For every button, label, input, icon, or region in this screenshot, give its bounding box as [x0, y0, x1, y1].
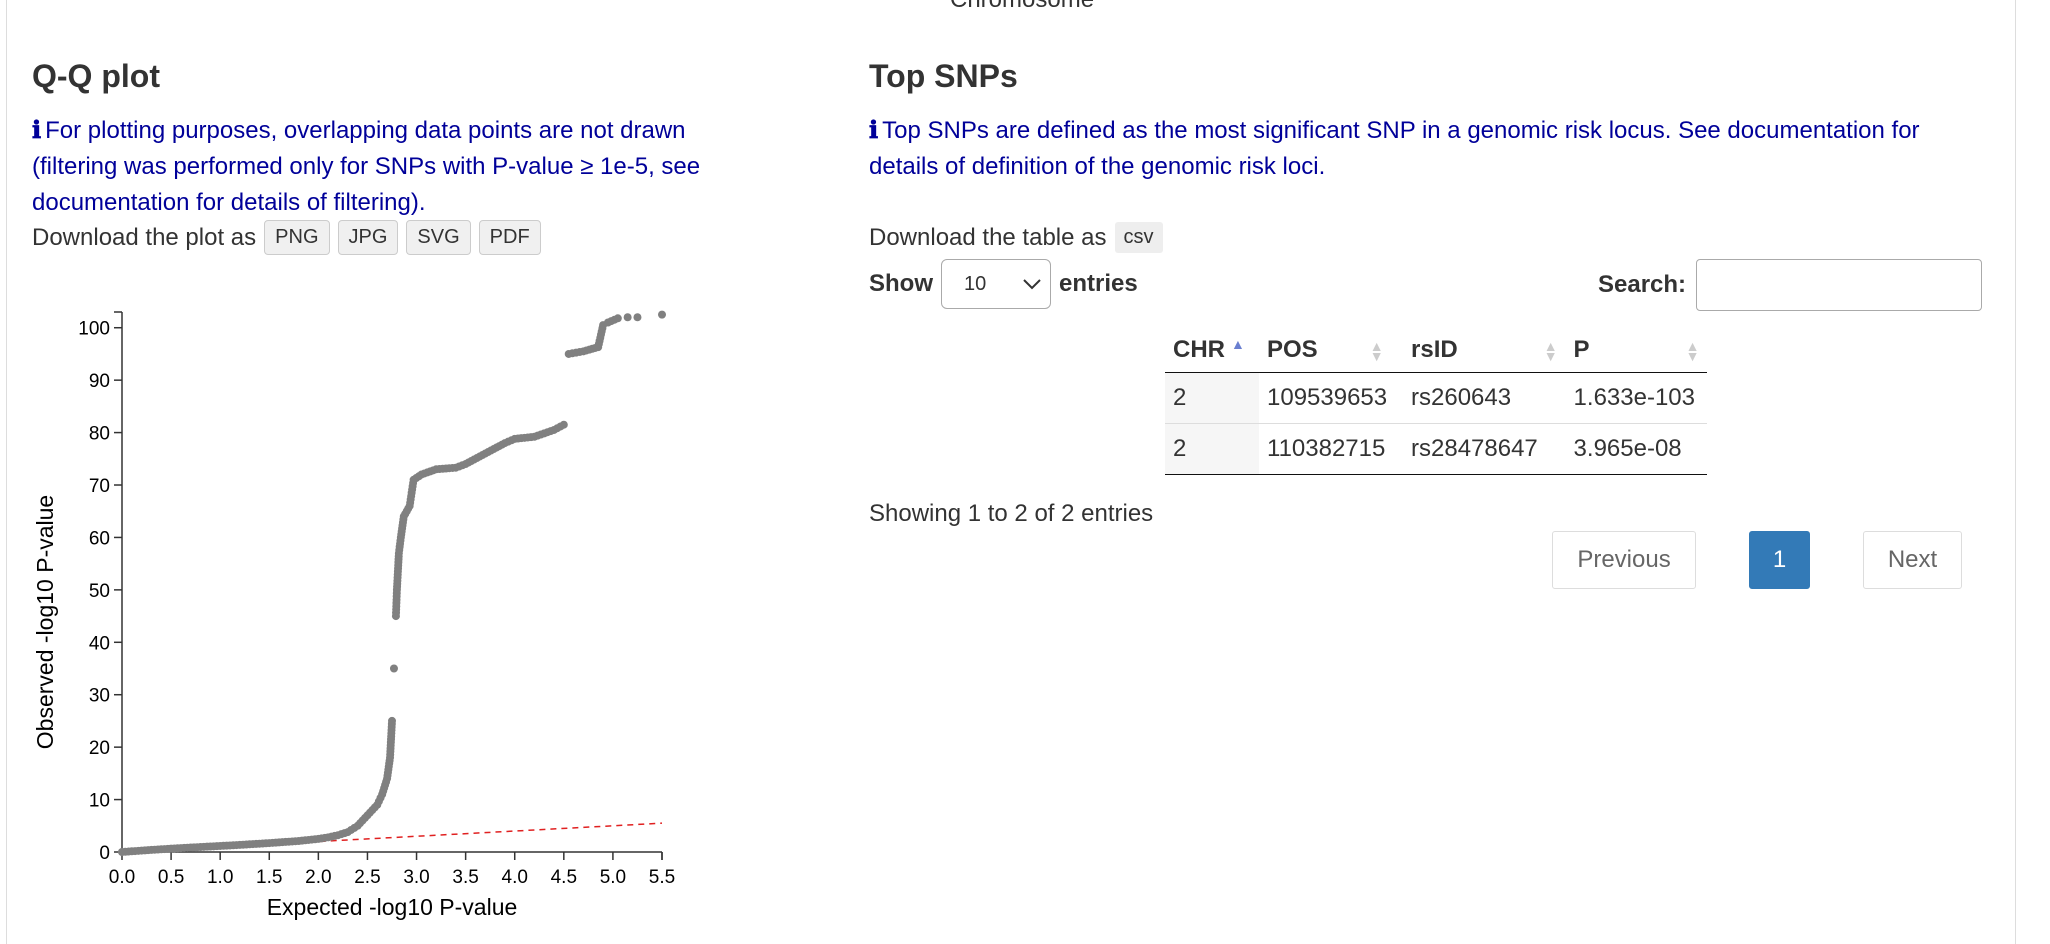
y-tick-label: 20 [89, 738, 110, 759]
qq-plot-title: Q-Q plot [32, 58, 160, 94]
search-input[interactable] [1696, 259, 1983, 311]
qq-info-line2: (filtering was performed only for SNPs w… [32, 153, 701, 180]
sort-ascending-icon: ▲ [1231, 336, 1245, 352]
qq-plot-chart: 0 10 20 30 40 50 60 70 80 90 100 0.0 0.5 1.0 1.5 2.0 2.5… [32, 310, 675, 920]
data-points [118, 310, 666, 856]
x-tick-label: 4.0 [502, 867, 528, 888]
x-tick-label: 0.5 [158, 867, 184, 888]
x-tick-label: 4.5 [551, 867, 577, 888]
cell-pos: 109539653 [1259, 372, 1403, 424]
column-header-label: rsID [1411, 336, 1458, 363]
entries-select-value: 10 [964, 272, 987, 295]
cell-pos: 110382715 [1259, 423, 1403, 475]
qq-info-line1: For plotting purposes, overlapping data … [45, 117, 686, 144]
x-tick-label: 3.0 [403, 867, 429, 888]
table-search: Search: [1598, 259, 1983, 311]
top-snps-info-line1: Top SNPs are defined as the most signifi… [882, 117, 1920, 144]
download-jpg-button[interactable]: JPG [337, 220, 399, 255]
cell-rsid: rs28478647 [1403, 423, 1566, 475]
x-tick-label: 5.0 [600, 867, 626, 888]
x-axis-label: Expected -log10 P-value [267, 894, 518, 920]
y-tick-label: 0 [99, 843, 110, 864]
table-download-label: Download the table as [869, 223, 1107, 251]
download-csv-button[interactable]: csv [1114, 222, 1163, 253]
table-row[interactable]: 2 109539653 rs260643 1.633e-103 [1165, 372, 1708, 424]
x-tick-label: 5.5 [649, 867, 675, 888]
data-point [613, 314, 622, 323]
chevron-down-icon [1023, 279, 1041, 290]
column-header-label: P [1573, 336, 1590, 363]
column-header-label: POS [1267, 336, 1318, 363]
y-tick-label: 40 [89, 633, 110, 654]
pagination-page-1-button[interactable]: 1 [1749, 531, 1810, 589]
column-header-p[interactable]: P ▲ ▼ [1565, 328, 1708, 373]
column-header-label: CHR [1173, 336, 1225, 363]
sort-icon: ▲ ▼ [1543, 337, 1558, 364]
x-tick-label: 2.5 [354, 867, 380, 888]
main-panel [6, 0, 2016, 944]
sort-icon: ▲ ▼ [1685, 337, 1700, 364]
y-tick-label: 30 [89, 686, 110, 707]
table-info-text: Showing 1 to 2 of 2 entries [869, 500, 1154, 527]
cell-chr: 2 [1165, 423, 1259, 475]
table-header-row: CHR ▲ POS ▲ ▼ rsID ▲ ▼ P ▲ ▼ [1165, 328, 1708, 373]
x-tick-label: 3.5 [452, 867, 478, 888]
y-tick-label: 60 [89, 528, 110, 549]
cell-p: 1.633e-103 [1565, 372, 1708, 424]
cell-rsid: rs260643 [1403, 372, 1566, 424]
qq-info-text: ℹ For plotting purposes, overlapping data… [32, 112, 812, 221]
manhattan-xlabel-cut: Chromosome [950, 0, 1094, 14]
top-snps-title: Top SNPs [869, 58, 1018, 94]
data-point [623, 313, 632, 322]
qq-download-row: Download the plot as PNG JPG SVG PDF [32, 220, 541, 255]
top-snps-table: CHR ▲ POS ▲ ▼ rsID ▲ ▼ P ▲ ▼ 2 109539653 rs2606… [1165, 328, 1708, 475]
y-tick-label: 70 [89, 476, 110, 497]
data-point [658, 310, 666, 319]
column-header-pos[interactable]: POS ▲ ▼ [1259, 328, 1403, 373]
entries-length-control: Show 10 entries [869, 259, 1138, 309]
cell-chr: 2 [1165, 372, 1259, 424]
top-snps-info-line2: details of definition of the genomic ris… [869, 153, 1326, 180]
download-png-button[interactable]: PNG [264, 220, 330, 255]
y-tick-label: 80 [89, 424, 110, 445]
entries-label: entries [1059, 270, 1138, 297]
y-axis-label: Observed -log10 P-value [32, 495, 58, 749]
y-tick-label: 100 [78, 319, 110, 340]
info-icon: ℹ [32, 115, 42, 144]
qq-info-line3: documentation for details of filtering). [32, 189, 426, 216]
y-tick-label: 90 [89, 371, 110, 392]
table-row[interactable]: 2 110382715 rs28478647 3.965e-08 [1165, 423, 1708, 475]
info-icon: ℹ [869, 115, 879, 144]
x-tick-label: 1.0 [207, 867, 233, 888]
data-point [389, 664, 398, 673]
column-header-rsid[interactable]: rsID ▲ ▼ [1403, 328, 1566, 373]
table-download-row: Download the table as csv [869, 222, 1163, 253]
data-point [388, 716, 396, 725]
sort-icon: ▲ ▼ [1369, 337, 1384, 364]
pagination-next-button[interactable]: Next [1863, 531, 1962, 589]
download-pdf-button[interactable]: PDF [478, 220, 541, 255]
pagination-previous-button[interactable]: Previous [1552, 531, 1696, 589]
data-point [633, 313, 642, 322]
download-svg-button[interactable]: SVG [406, 220, 471, 255]
qq-download-label: Download the plot as [32, 223, 257, 251]
data-point [559, 420, 568, 429]
x-tick-label: 0.0 [109, 867, 135, 888]
entries-select[interactable]: 10 [941, 259, 1051, 309]
column-header-chr[interactable]: CHR ▲ [1165, 328, 1259, 373]
y-tick-label: 50 [89, 581, 110, 602]
y-tick-label: 10 [89, 791, 110, 812]
cell-p: 3.965e-08 [1565, 423, 1708, 475]
top-snps-info-text: ℹ Top SNPs are defined as the most signif… [869, 112, 2009, 185]
show-label: Show [869, 270, 933, 297]
x-tick-label: 1.5 [256, 867, 282, 888]
search-label: Search: [1598, 271, 1687, 298]
x-tick-label: 2.0 [305, 867, 331, 888]
